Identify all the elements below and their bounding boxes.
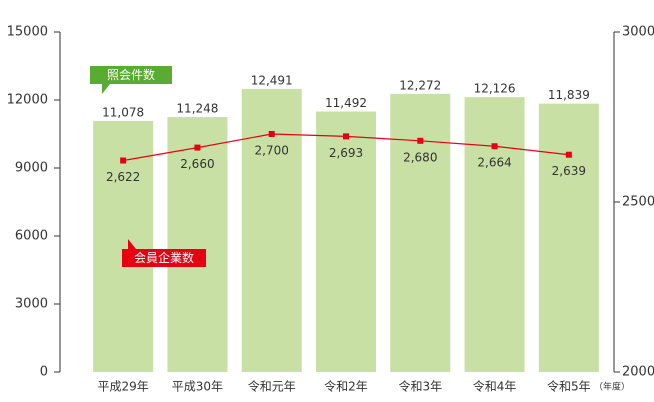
line-marker	[565, 151, 572, 158]
x-tick-label: 平成30年	[172, 380, 223, 394]
y-tick-label: 6000	[15, 229, 48, 244]
x-unit: （年度）	[594, 381, 630, 393]
bar-value-label: 11,492	[325, 96, 367, 110]
line-value-label: 2,664	[477, 156, 511, 170]
x-tick-label: 令和3年	[398, 379, 442, 394]
x-tick-label: 令和4年	[473, 379, 517, 394]
bar-value-label: 11,248	[176, 102, 218, 116]
y2-tick-label: 3000	[622, 25, 654, 40]
bar	[390, 93, 451, 373]
line-value-label: 2,660	[180, 157, 214, 171]
y-tick-label: 0	[40, 365, 48, 380]
bar-value-label: 12,491	[251, 73, 293, 87]
x-tick-label: 令和元年	[248, 379, 296, 394]
callout-box	[122, 239, 206, 267]
y-tick-label: 12000	[7, 93, 48, 108]
bar-value-label: 12,272	[399, 78, 441, 92]
x-tick-label: 令和5年	[547, 379, 591, 394]
y2-tick-label: 2500	[622, 195, 654, 210]
line-value-label: 2,639	[552, 164, 586, 178]
y2-tick-label: 2000	[622, 365, 654, 380]
legend-label: 会員企業数	[134, 250, 194, 265]
line-value-label: 2,693	[329, 146, 363, 160]
y-tick-label: 3000	[15, 297, 48, 312]
y-tick-label: 15000	[7, 25, 48, 40]
bar-value-label: 11,839	[548, 88, 590, 102]
line-value-label: 2,680	[403, 150, 437, 164]
y-tick-label: 9000	[15, 161, 48, 176]
bar	[167, 117, 228, 372]
line-marker	[491, 143, 498, 150]
bar	[316, 111, 376, 373]
legend-label: 照会件数	[107, 67, 155, 82]
bar	[464, 97, 525, 373]
callout-box	[90, 66, 172, 94]
bar-value-label: 12,126	[474, 82, 516, 96]
x-tick-label: 令和2年	[324, 379, 368, 394]
line-marker	[343, 133, 349, 140]
x-tick-label: 平成29年	[98, 380, 149, 394]
line-marker	[268, 131, 275, 137]
bar-value-label: 11,078	[102, 105, 144, 119]
line-marker	[120, 157, 127, 164]
bar	[538, 103, 599, 373]
line-value-label: 2,622	[106, 170, 140, 184]
line-value-label: 2,700	[255, 144, 289, 158]
line-marker	[417, 137, 424, 144]
line-marker	[194, 144, 201, 151]
